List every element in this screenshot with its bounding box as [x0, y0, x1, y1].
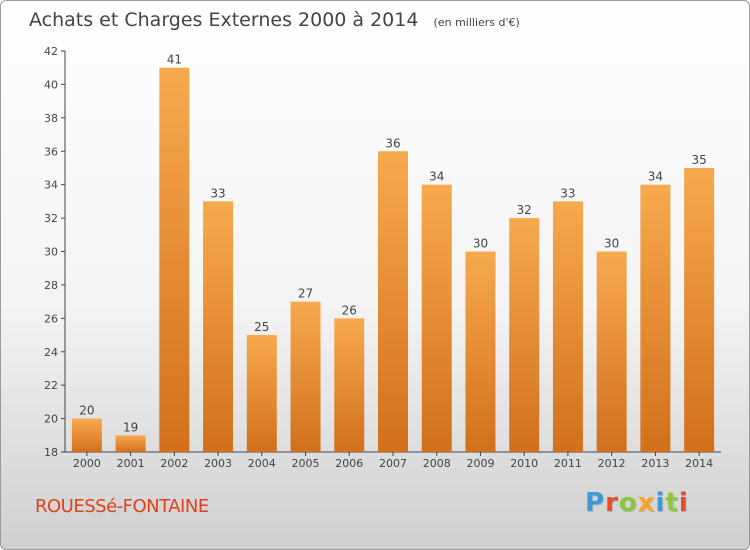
data-label: 30 — [604, 237, 619, 251]
y-tick-label: 30 — [44, 246, 58, 259]
y-tick-label: 40 — [44, 78, 58, 91]
data-label: 34 — [648, 170, 663, 184]
y-tick-label: 18 — [44, 446, 58, 459]
data-label: 35 — [691, 153, 706, 167]
bar-2008 — [421, 184, 452, 452]
logo-letter: r — [605, 488, 619, 518]
data-labels: 20 19 41 33 25 27 26 36 34 30 32 33 30 34 35 — [79, 53, 707, 435]
data-label: 25 — [254, 320, 269, 334]
y-tick-label: 42 — [44, 45, 58, 58]
logo-letter: i — [655, 488, 666, 518]
x-tick-label: 2011 — [554, 457, 582, 470]
data-label: 33 — [560, 186, 575, 200]
bar-2002 — [159, 67, 190, 452]
x-tick-label: 2009 — [466, 457, 494, 470]
chart-subtitle: (en milliers d'€) — [433, 16, 520, 29]
data-label: 34 — [429, 170, 444, 184]
data-label: 33 — [210, 186, 225, 200]
x-tick-label: 2004 — [248, 457, 276, 470]
data-label: 32 — [517, 203, 532, 217]
x-tick-label: 2014 — [685, 457, 713, 470]
bar-2014 — [684, 167, 715, 453]
x-tick-label: 2008 — [423, 457, 451, 470]
bar-2005 — [290, 301, 321, 452]
bar-2006 — [334, 318, 365, 452]
x-tick-label: 2007 — [379, 457, 407, 470]
y-tick-label: 38 — [44, 112, 58, 125]
x-tick-label: 2010 — [510, 457, 538, 470]
chart-title: Achats et Charges Externes 2000 à 2014 — [29, 9, 419, 31]
bar-2011 — [552, 201, 583, 452]
bar-2000 — [71, 418, 102, 452]
x-tick-label: 2001 — [117, 457, 145, 470]
bar-2012 — [596, 251, 627, 452]
y-tick-label: 26 — [44, 312, 58, 325]
data-label: 26 — [342, 303, 357, 317]
data-label: 30 — [473, 237, 488, 251]
y-tick-label: 36 — [44, 145, 58, 158]
y-tick-label: 32 — [44, 212, 58, 225]
x-tick-label: 2012 — [598, 457, 626, 470]
data-label: 20 — [79, 404, 94, 418]
data-label: 41 — [167, 53, 182, 67]
data-label: 27 — [298, 287, 313, 301]
logo-letter: t — [665, 488, 679, 518]
x-tick-label: 2006 — [335, 457, 363, 470]
logo-letter: o — [618, 488, 638, 518]
bar-2003 — [203, 201, 234, 452]
bars — [71, 67, 715, 453]
title-row: Achats et Charges Externes 2000 à 2014 (… — [29, 9, 520, 31]
x-tick-label: 2013 — [641, 457, 669, 470]
bar-2007 — [378, 151, 408, 452]
commune-name: ROUESSé-FONTAINE — [35, 496, 209, 517]
bar-2013 — [640, 184, 671, 452]
logo-letter: x — [637, 488, 656, 518]
bar-2001 — [115, 435, 146, 452]
y-tick-label: 24 — [44, 346, 58, 359]
bar-2010 — [509, 218, 540, 452]
proxiti-logo: Proxiti — [585, 488, 689, 518]
y-tick-label: 28 — [44, 279, 58, 292]
logo-letter: P — [585, 488, 606, 518]
data-label: 36 — [385, 136, 400, 150]
y-tick-label: 34 — [44, 179, 58, 192]
x-tick-label: 2002 — [160, 457, 188, 470]
bar-2009 — [465, 251, 496, 452]
x-tick-label: 2000 — [73, 457, 101, 470]
y-tick-label: 20 — [44, 413, 58, 426]
x-tick-label: 2003 — [204, 457, 232, 470]
bar-2004 — [246, 335, 277, 452]
logo-letter: i — [678, 488, 689, 518]
y-tick-label: 22 — [44, 379, 58, 392]
bar-chart: 18 20 22 24 26 28 30 32 34 36 38 40 42 2000 2001 2002 20… — [44, 45, 721, 470]
x-tick-label: 2005 — [292, 457, 320, 470]
data-label: 19 — [123, 420, 138, 434]
